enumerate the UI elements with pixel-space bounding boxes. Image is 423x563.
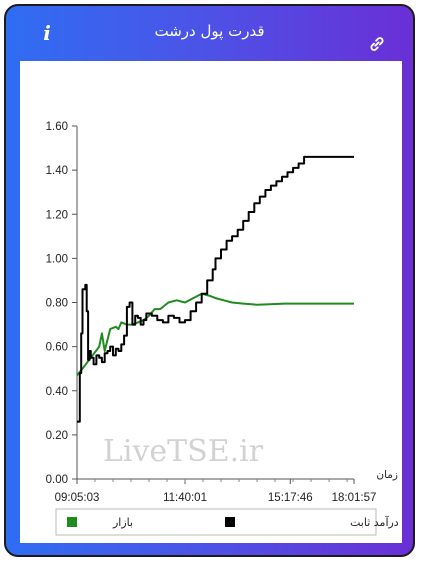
widget-title: قدرت پول درشت xyxy=(154,22,265,40)
widget-frame: i قدرت پول درشت LiveTSE.ir 0.00 0.20 0.40 0.… xyxy=(4,4,415,557)
x-tick-label: 11:40:01 xyxy=(163,492,207,504)
y-tick-label: 1.20 xyxy=(46,209,68,221)
y-tick-label: 0.00 xyxy=(46,474,68,486)
info-icon[interactable]: i xyxy=(43,21,51,45)
watermark-text: LiveTSE.ir xyxy=(103,434,264,469)
x-tick-label: 09:05:03 xyxy=(55,492,100,504)
y-tick-label: 1.60 xyxy=(46,121,68,133)
legend-swatch-market xyxy=(67,517,77,527)
series-line-fixed-income-funds xyxy=(77,155,354,423)
x-tick-label: 18:01:57 xyxy=(332,492,377,504)
title-bar: i قدرت پول درشت xyxy=(6,6,413,62)
y-tick-label: 0.40 xyxy=(46,386,68,398)
y-tick-label: 0.80 xyxy=(46,298,68,310)
series-line-market xyxy=(76,292,354,376)
legend-label-market: بازار xyxy=(112,516,133,529)
x-axis-label: زمان xyxy=(376,469,398,481)
legend-box xyxy=(55,508,377,536)
link-icon[interactable] xyxy=(367,34,387,54)
y-tick-label: 0.60 xyxy=(46,342,68,354)
y-tick-label: 0.20 xyxy=(46,430,68,442)
x-tick-label: 15:17:46 xyxy=(268,492,313,504)
y-tick-label: 1.00 xyxy=(46,253,68,265)
legend-label-fixed-income-funds: صندوق های درآمد ثابت xyxy=(350,515,402,529)
legend-swatch-fixed-income-funds xyxy=(225,517,235,527)
line-chart: LiveTSE.ir 0.00 0.20 0.40 0.60 0.80 1.00 1.20 1.… xyxy=(46,121,402,536)
y-tick-label: 1.40 xyxy=(46,165,68,177)
chart-panel: LiveTSE.ir 0.00 0.20 0.40 0.60 0.80 1.00 1.20 1.… xyxy=(20,61,402,543)
